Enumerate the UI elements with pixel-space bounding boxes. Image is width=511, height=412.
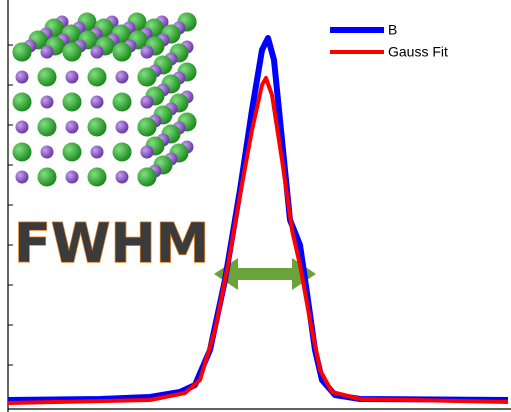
atom [38,68,57,87]
atom [41,46,54,59]
atom [63,93,82,112]
atom [88,118,107,137]
atom [63,43,82,62]
atom [113,143,132,162]
atom [13,143,32,162]
atom [138,168,157,187]
atom [116,71,129,84]
atom [66,171,79,184]
atom [13,43,32,62]
atom [116,121,129,134]
atom [41,146,54,159]
atom [88,168,107,187]
atom [38,168,57,187]
atom [38,118,57,137]
atom [16,121,29,134]
atom [66,121,79,134]
atom [141,46,154,59]
atom [16,171,29,184]
atom [41,96,54,109]
atom [16,71,29,84]
atom [63,143,82,162]
legend-label: Gauss Fit [388,44,448,60]
atom [91,96,104,109]
crystal-illustration [13,13,197,187]
atom [138,68,157,87]
annotation: FWHM [14,212,209,275]
atom [13,93,32,112]
atom [88,68,107,87]
atom [113,93,132,112]
atom [141,96,154,109]
legend-label: B [388,22,397,38]
atom [113,43,132,62]
atom [66,71,79,84]
atom [138,118,157,137]
atom [91,146,104,159]
atom [91,46,104,59]
atom [116,171,129,184]
chart: FWHM B Gauss Fit [0,0,511,412]
atom [141,146,154,159]
